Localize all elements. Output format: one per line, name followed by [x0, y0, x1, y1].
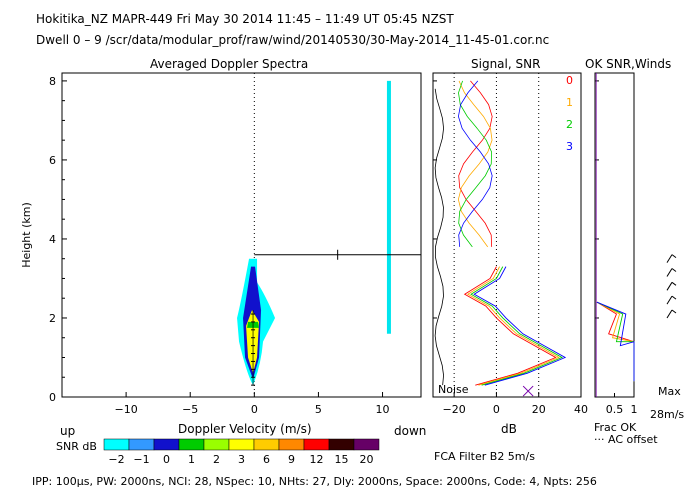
- panel2-title: Signal, SNR: [471, 57, 541, 71]
- x-tick-label: 20: [532, 403, 546, 416]
- wind-barb: [666, 268, 673, 277]
- x-tick-label: 0: [251, 403, 258, 416]
- colorbar-swatch: [103, 438, 130, 451]
- wind-barb: [666, 254, 673, 263]
- max-label: Max: [658, 385, 681, 398]
- series-label: 1: [566, 96, 573, 109]
- panel-frame-3: [594, 72, 635, 398]
- y-tick-label: 4: [49, 233, 56, 246]
- colorbar-swatch: [303, 438, 330, 451]
- x-tick-label: −20: [443, 403, 466, 416]
- params-line: IPP: 100μs, PW: 2000ns, NCI: 28, NSpec: …: [32, 475, 597, 488]
- filter-label: FCA Filter B2 5m/s: [434, 450, 535, 463]
- colorbar-swatch: [253, 438, 280, 451]
- x-tick-label: 10: [376, 403, 390, 416]
- noise-label: Noise: [438, 383, 469, 396]
- panel2-xlabel: dB: [501, 422, 517, 436]
- colorbar-swatch: [178, 438, 205, 451]
- colorbar-swatch: [353, 438, 380, 451]
- x-tick-label: 0: [493, 403, 500, 416]
- noise-trace: [434, 88, 444, 386]
- x-tick-label: 1: [631, 403, 638, 416]
- colorbar-tick-label: −2: [108, 453, 124, 466]
- wind-barb: [666, 309, 673, 319]
- snr-trace-lower: [473, 266, 567, 386]
- snr-trace-upper: [458, 80, 493, 247]
- cross-mark: [522, 385, 534, 397]
- wind-barb: [671, 295, 677, 300]
- y-tick-label: 2: [49, 312, 56, 325]
- colorbar-tick-label: 0: [163, 453, 170, 466]
- colorbar-tick-label: 9: [288, 453, 295, 466]
- x-tick-label: 40: [574, 403, 588, 416]
- snr-trace-upper: [458, 80, 493, 247]
- colorbar-tick-label: 2: [213, 453, 220, 466]
- y-tick-label: 0: [49, 391, 56, 404]
- snr-trace-lower: [463, 266, 557, 386]
- direction-up-label: up: [60, 424, 76, 438]
- max-value: 28m/s: [650, 408, 685, 421]
- panel1-title: Averaged Doppler Spectra: [150, 57, 309, 71]
- series-label: 0: [566, 74, 573, 87]
- ac-offset-note: ··· AC offset: [594, 433, 658, 446]
- colorbar-swatch: [128, 438, 155, 451]
- wind-barb: [666, 282, 673, 291]
- series-label: 2: [566, 118, 573, 131]
- frac-ok-trace: [596, 301, 635, 382]
- x-tick-label: 0.5: [606, 403, 624, 416]
- wind-barb: [671, 254, 677, 259]
- colorbar-tick-label: 12: [310, 453, 324, 466]
- colorbar-tick-label: −1: [133, 453, 149, 466]
- colorbar-tick-label: 1: [188, 453, 195, 466]
- snr-trace-lower: [470, 266, 563, 386]
- wind-barb: [671, 281, 677, 286]
- direction-down-label: down: [394, 424, 427, 438]
- wind-barb: [666, 295, 673, 305]
- series-label: 3: [566, 140, 573, 153]
- dwell-line: Dwell 0 – 9 /scr/data/modular_prof/raw/w…: [36, 33, 550, 47]
- panel1-xlabel: Doppler Velocity (m/s): [178, 422, 312, 436]
- colorbar-label: SNR dB: [56, 440, 97, 453]
- colorbar-tick-label: 3: [238, 453, 245, 466]
- panel-frame-2: [432, 72, 582, 398]
- x-tick-label: −5: [182, 403, 198, 416]
- colorbar-swatch: [328, 438, 355, 451]
- snr-trace-lower: [467, 266, 560, 386]
- panel-frame-1: [61, 72, 422, 398]
- y-tick-label: 6: [49, 154, 56, 167]
- snr-trace-upper: [458, 80, 493, 248]
- colorbar-swatch: [203, 438, 230, 451]
- colorbar-tick-label: 6: [263, 453, 270, 466]
- x-tick-label: 5: [315, 403, 322, 416]
- chart-title-line: Hokitika_NZ MAPR-449 Fri May 30 2014 11:…: [36, 12, 454, 26]
- panel1-ylabel: Height (km): [20, 202, 33, 268]
- colorbar-tick-label: 20: [360, 453, 374, 466]
- panel3-title: OK SNR,Winds: [585, 57, 672, 71]
- wind-barb: [671, 268, 677, 272]
- frac-ok-trace: [596, 301, 635, 382]
- wind-barb: [671, 309, 677, 314]
- colorbar-swatch: [153, 438, 180, 451]
- colorbar-swatch: [278, 438, 305, 451]
- x-tick-label: −10: [114, 403, 137, 416]
- panel3-xlabel: Frac OK: [594, 421, 637, 434]
- colorbar-swatch: [228, 438, 255, 451]
- y-tick-label: 8: [49, 75, 56, 88]
- colorbar-tick-label: 15: [335, 453, 349, 466]
